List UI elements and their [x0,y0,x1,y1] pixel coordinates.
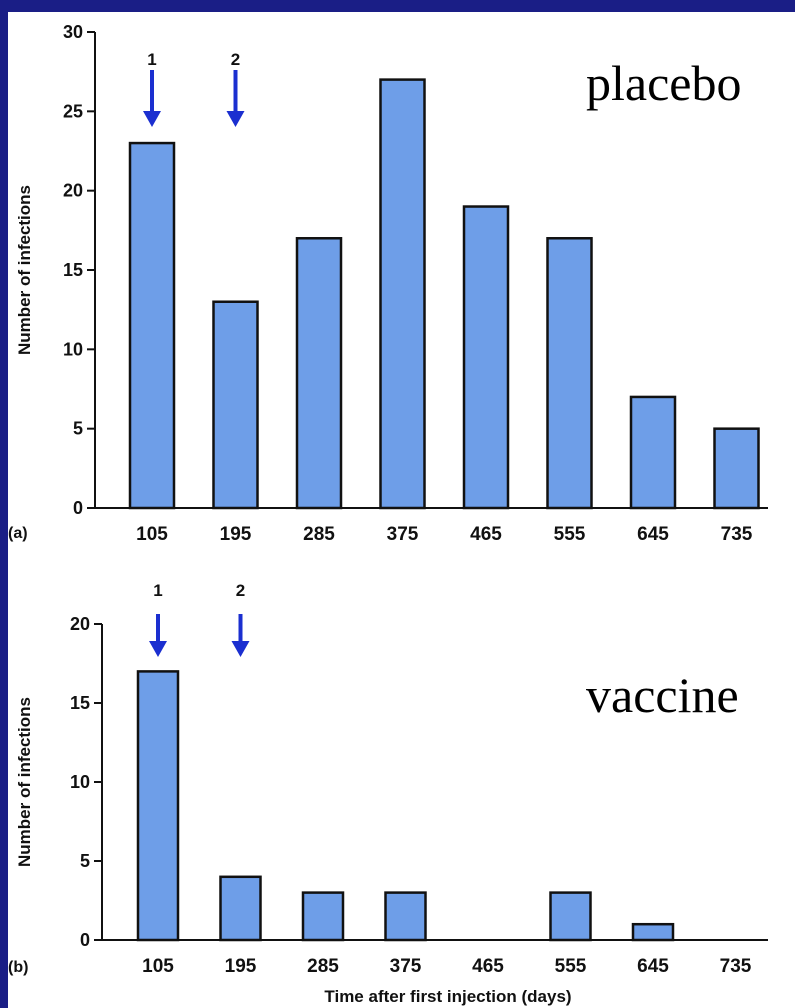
chart-placebo-y-tick-label: 5 [73,419,83,439]
chart-vaccine-x-tick-label: 645 [637,956,669,977]
chart-placebo-injection-arrow-head-2 [226,111,245,127]
chart-placebo-y-tick-label: 20 [63,181,83,201]
chart-vaccine-x-tick-label: 735 [720,956,752,977]
chart-vaccine-bar-195 [219,875,262,942]
chart-vaccine-y-axis-title: Number of infections [15,697,34,867]
chart-vaccine-x-tick-label: 555 [555,956,587,977]
chart-vaccine-injection-label-1: 1 [153,581,162,600]
chart-placebo-y-tick-label: 30 [63,22,83,42]
chart-placebo-injection-label-2: 2 [231,50,240,69]
chart-vaccine-y-tick-label: 20 [70,614,90,634]
chart-vaccine-x-axis-title: Time after first injection (days) [324,987,571,1006]
chart-placebo-x-tick-label: 555 [554,524,586,545]
chart-placebo-bar-735 [713,427,760,510]
chart-placebo-x-tick-label: 105 [136,524,168,545]
chart-placebo-bar-285 [295,237,343,510]
chart-placebo-y-tick-label: 0 [73,498,83,518]
chart-placebo-injection-label-1: 1 [147,50,156,69]
chart-placebo-panel-label: (a) [8,525,28,542]
chart-placebo-bar-555 [546,237,593,510]
chart-placebo-x-tick-label: 735 [721,524,753,545]
chart-vaccine-injection-label-2: 2 [236,581,245,600]
chart-placebo-y-tick-label: 15 [63,260,83,280]
chart-placebo-x-tick-label: 465 [470,524,502,545]
chart-vaccine-x-tick-label: 285 [307,956,339,977]
chart-placebo-bar-195 [212,300,259,510]
chart-vaccine-bar-285 [301,891,345,942]
chart-vaccine-bar-105 [136,670,180,942]
chart-placebo-y-axis-title: Number of infections [15,185,34,355]
chart-vaccine-bar-375 [384,891,427,942]
chart-placebo-y-tick-label: 10 [63,339,83,359]
chart-placebo-series-title: placebo [586,55,741,111]
chart-placebo-x-tick-label: 195 [220,524,252,545]
chart-placebo-x-tick-label: 285 [303,524,335,545]
chart-vaccine-bar-555 [549,891,592,942]
chart-vaccine-injection-arrow-head-1 [149,641,167,657]
chart-vaccine-y-tick-label: 10 [70,772,90,792]
chart-placebo-bar-105 [128,141,176,510]
chart-vaccine-series-title: vaccine [586,667,739,723]
chart-placebo-bar-645 [629,395,677,510]
chart-vaccine-x-tick-label: 105 [142,956,174,977]
chart-vaccine-panel-label: (b) [8,959,28,976]
chart-placebo-y-tick-label: 25 [63,101,83,121]
chart-vaccine-y-tick-label: 15 [70,693,90,713]
chart-placebo-x-tick-label: 375 [387,524,419,545]
figure-panel: 0 5 10 15 20 25 30 105 195 285 375 465 555 645 735 plac… [8,12,795,1008]
chart-placebo-bar-465 [462,205,510,510]
chart-vaccine-y-tick-label: 0 [80,930,90,950]
chart-vaccine-x-tick-label: 465 [472,956,504,977]
chart-vaccine-bar-645 [631,922,675,942]
chart-placebo-x-tick-label: 645 [637,524,669,545]
chart-vaccine-injection-arrow-head-2 [231,641,250,657]
chart-vaccine-y-tick-label: 5 [80,851,90,871]
chart-vaccine-x-tick-label: 375 [390,956,422,977]
chart-vaccine-x-tick-label: 195 [225,956,257,977]
chart-placebo-injection-arrow-head-1 [143,111,161,127]
chart-placebo-bar-375 [379,78,426,510]
